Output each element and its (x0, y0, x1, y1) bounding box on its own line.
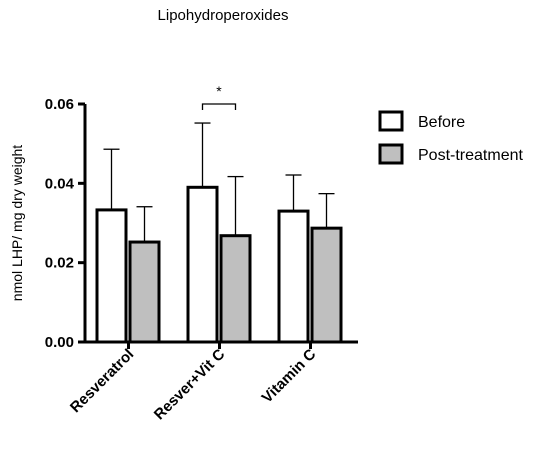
legend-swatch (378, 110, 404, 132)
y-tick-label: 0.06 (45, 96, 74, 113)
y-tick-label: 0.04 (45, 175, 75, 192)
significance-bracket (201, 103, 237, 110)
y-axis-label: nmol LHP/ mg dry weight (9, 145, 25, 302)
significance-label: * (216, 83, 222, 99)
plot-area: 0.00 0.02 0.04 0.06 Resveratrol Resver+Vit C V… (45, 83, 358, 423)
x-tick-label: Resveratrol (67, 346, 137, 416)
legend-label: Post-treatment (418, 147, 523, 164)
y-tick-label: 0.02 (45, 255, 74, 272)
bar (186, 185, 219, 344)
y-tick-label: 0.00 (45, 334, 74, 351)
legend-label: Before (418, 114, 465, 131)
legend: Before Post-treatment (378, 110, 523, 165)
bar (95, 208, 128, 344)
bar (219, 234, 252, 344)
legend-swatch (378, 143, 404, 165)
x-tick-label: Vitamin C (259, 346, 320, 407)
bar (277, 209, 310, 344)
x-tick-label: Resver+Vit C (151, 346, 229, 424)
chart-title: Lipohydroperoxides (158, 7, 289, 24)
bar (310, 226, 343, 344)
bar (128, 240, 161, 344)
